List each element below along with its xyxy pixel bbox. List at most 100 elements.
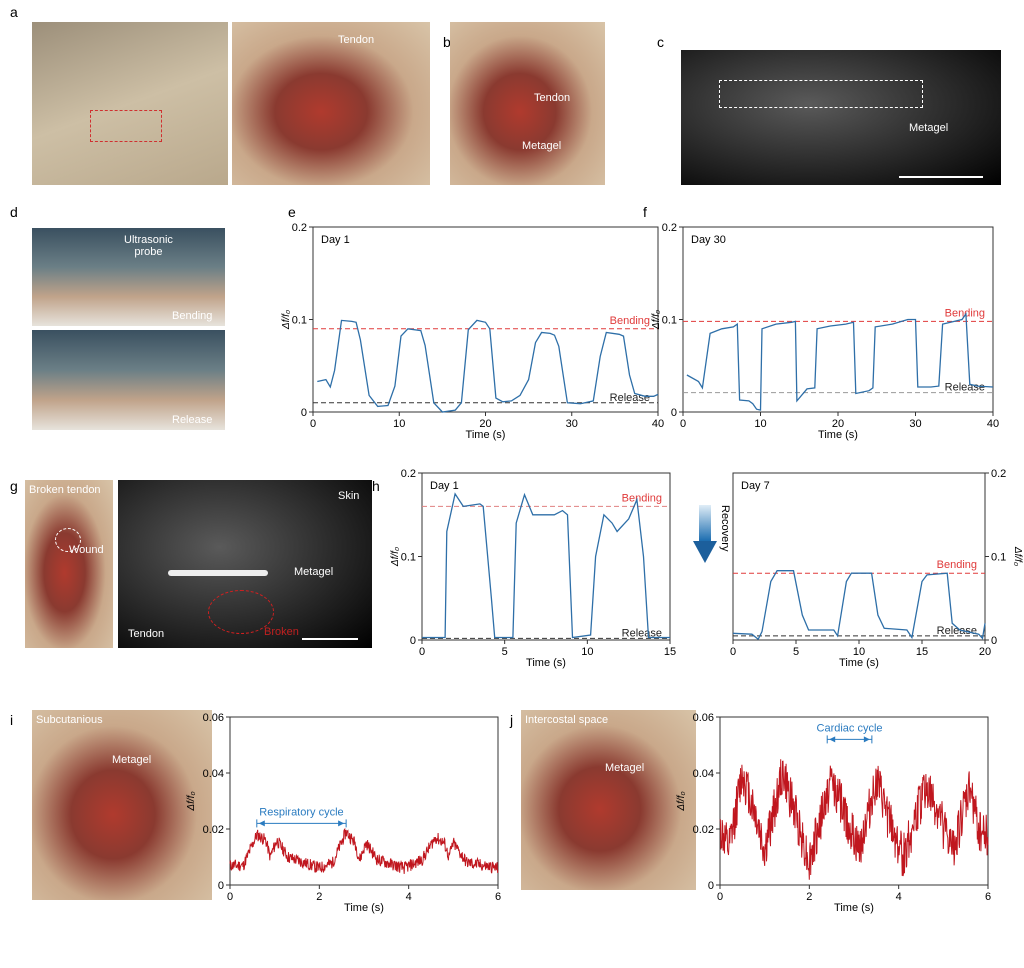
photo-subcutaneous: Subcutanious Metagel — [32, 710, 212, 900]
y-axis-label: Δf/f₀ — [1012, 546, 1023, 566]
recovery-arrow — [693, 505, 717, 565]
data-series-line — [719, 759, 989, 880]
chart-f: 0 10 20 30 40 0 0.1 0.2 Time (s) Δf/f₀ Day 30 Bendi… — [651, 222, 999, 441]
label-broken: Broken — [264, 626, 299, 638]
x-tick-label: 15 — [916, 646, 928, 658]
data-series-line — [317, 319, 659, 413]
panel-label-b: b — [443, 34, 451, 50]
data-series-line — [732, 570, 986, 641]
chart-title: Day 1 — [321, 234, 350, 246]
x-tick-label: 0 — [730, 646, 736, 658]
x-tick-label: 4 — [406, 891, 412, 903]
reference-label-bending: Bending — [622, 492, 662, 504]
chart-title: Day 1 — [430, 480, 459, 492]
photo-tendon-exposed: Tendon — [232, 22, 430, 185]
chart-title: Day 7 — [741, 480, 770, 492]
y-tick-label: 0.1 — [401, 552, 416, 564]
x-tick-label: 40 — [652, 418, 664, 430]
label-release: Release — [172, 414, 213, 426]
y-tick-label: 0 — [301, 407, 307, 419]
panel-label-e: e — [288, 204, 296, 220]
label-metagel: Metagel — [605, 762, 645, 774]
x-tick-label: 20 — [479, 418, 491, 430]
reference-label-release: Release — [622, 627, 662, 639]
y-tick-label: 0.1 — [662, 315, 677, 327]
y-tick-label: 0.06 — [203, 712, 224, 724]
panel-label-g: g — [10, 478, 18, 494]
x-tick-label: 2 — [806, 891, 812, 903]
region-box — [719, 80, 923, 108]
x-tick-label: 20 — [979, 646, 991, 658]
y-tick-label: 0 — [410, 635, 416, 647]
x-axis-label: Time (s) — [526, 657, 566, 669]
x-tick-label: 0 — [419, 646, 425, 658]
x-tick-label: 5 — [793, 646, 799, 658]
photo-intercostal: Intercostal space Metagel — [521, 710, 696, 890]
y-tick-label: 0.1 — [292, 315, 307, 327]
y-tick-label: 0.06 — [693, 712, 714, 724]
chart-h1: 0 5 10 15 0 0.1 0.2 Time (s) Δf/f₀ Day 1 Bending Re… — [390, 468, 676, 669]
plot-frame — [312, 226, 659, 413]
label-ultrasonic-probe: Ultrasonic probe — [124, 234, 173, 258]
y-axis-label: Δf/f₀ — [281, 310, 292, 330]
y-axis-label: Δf/f₀ — [651, 310, 662, 330]
label-tendon: Tendon — [534, 92, 571, 104]
x-tick-label: 10 — [581, 646, 593, 658]
photo-probe-bending: Ultrasonic probe Bending — [32, 228, 225, 326]
label-tendon: Tendon — [338, 34, 375, 46]
y-tick-label: 0.2 — [662, 222, 677, 234]
y-tick-label: 0 — [671, 407, 677, 419]
panel-label-h: h — [372, 478, 380, 494]
y-tick-label: 0.04 — [203, 768, 224, 780]
ultrasound-image-metagel: Metagel — [681, 50, 1001, 185]
plot-frame — [732, 472, 986, 641]
panel-label-d: d — [10, 204, 18, 220]
label-wound: Wound — [69, 544, 104, 556]
data-series-line — [229, 827, 499, 874]
scale-bar — [899, 176, 983, 178]
x-tick-label: 30 — [566, 418, 578, 430]
reference-label-release: Release — [610, 392, 650, 404]
x-tick-label: 6 — [985, 891, 991, 903]
panel-label-a: a — [10, 4, 18, 20]
x-tick-label: 40 — [987, 418, 999, 430]
y-tick-label: 0.2 — [401, 468, 416, 480]
label-metagel: Metagel — [294, 566, 334, 578]
x-axis-label: Time (s) — [818, 429, 858, 441]
y-tick-label: 0.04 — [693, 768, 714, 780]
label-metagel: Metagel — [112, 754, 152, 766]
panel-label-i: i — [10, 712, 14, 728]
reference-label-bending: Bending — [610, 315, 650, 327]
x-tick-label: 5 — [502, 646, 508, 658]
x-axis-label: Time (s) — [466, 429, 506, 441]
plot-frame — [719, 716, 989, 886]
panel-label-c: c — [657, 34, 664, 50]
y-tick-label: 0 — [708, 880, 714, 892]
ultrasound-image-broken: Skin Metagel Tendon Broken — [118, 480, 372, 648]
metagel-echo — [168, 570, 268, 576]
data-series-line — [686, 312, 994, 411]
reference-label-release: Release — [945, 382, 985, 394]
y-tick-label: 0.02 — [693, 824, 714, 836]
x-tick-label: 15 — [664, 646, 676, 658]
label-intercostal-space: Intercostal space — [525, 714, 609, 726]
y-tick-label: 0 — [991, 635, 997, 647]
chart-i: 0 2 4 6 0 0.02 0.04 0.06 Time (s) Δf/f₀ Respirator… — [186, 712, 501, 914]
x-tick-label: 20 — [832, 418, 844, 430]
reference-label-bending: Bending — [937, 559, 977, 571]
label-subcutaneous: Subcutanious — [36, 714, 103, 726]
panel-label-j: j — [510, 712, 514, 728]
y-tick-label: 0.02 — [203, 824, 224, 836]
reference-label-bending: Bending — [945, 307, 985, 319]
y-axis-label: Δf/f₀ — [676, 791, 687, 811]
label-skin: Skin — [338, 490, 360, 502]
label-broken-tendon: Broken tendon — [29, 484, 101, 496]
wound-circle — [55, 528, 81, 552]
photo-metagel-implant: Tendon Metagel — [450, 22, 605, 185]
x-tick-label: 0 — [227, 891, 233, 903]
y-tick-label: 0 — [218, 880, 224, 892]
chart-e: 0 10 20 30 40 0 0.1 0.2 Time (s) Δf/f₀ Day 1 Bendin… — [281, 222, 664, 441]
